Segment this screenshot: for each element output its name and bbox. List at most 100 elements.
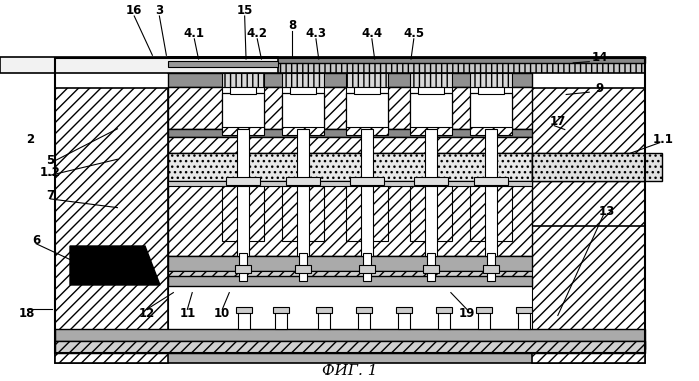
Bar [168, 256, 532, 271]
Text: 4.5: 4.5 [403, 27, 424, 40]
Bar [483, 265, 499, 273]
Bar [0, 57, 278, 73]
Bar [470, 127, 512, 135]
Bar [168, 276, 532, 286]
Bar [532, 153, 645, 181]
Bar [346, 186, 388, 241]
Text: 8: 8 [288, 19, 296, 32]
Bar [518, 311, 530, 329]
Bar [237, 186, 249, 256]
Bar [425, 186, 437, 256]
Bar [226, 177, 260, 185]
Bar [168, 73, 532, 87]
Text: 9: 9 [596, 82, 604, 95]
Bar [423, 265, 439, 273]
Text: 16: 16 [126, 4, 143, 17]
Bar [532, 163, 645, 226]
Bar [410, 93, 452, 129]
Bar [273, 307, 289, 313]
Bar [346, 93, 388, 129]
Bar [168, 181, 532, 256]
Bar [363, 253, 371, 281]
Text: 14: 14 [591, 51, 608, 64]
Text: 4.1: 4.1 [184, 27, 205, 40]
Bar [168, 57, 645, 63]
Bar [410, 186, 452, 241]
Bar [236, 307, 252, 313]
Bar [487, 253, 495, 281]
Bar [222, 93, 264, 129]
Text: 4.3: 4.3 [305, 27, 326, 40]
Bar [55, 349, 645, 363]
Bar [414, 177, 448, 185]
Bar [168, 271, 532, 281]
Bar [410, 73, 452, 87]
Bar [425, 129, 437, 181]
Bar [282, 87, 324, 129]
Bar [222, 186, 264, 241]
Text: 10: 10 [214, 307, 231, 320]
Bar [318, 311, 330, 329]
Bar [358, 311, 370, 329]
Bar [297, 129, 309, 181]
Bar [290, 87, 316, 94]
Bar [297, 186, 309, 256]
Bar [316, 307, 332, 313]
Bar [282, 127, 324, 135]
Text: 4.2: 4.2 [247, 27, 268, 40]
Bar [299, 253, 307, 281]
Bar [470, 87, 512, 129]
Bar [438, 311, 450, 329]
Text: 4.4: 4.4 [361, 27, 382, 40]
Bar [346, 127, 388, 135]
Bar [168, 137, 532, 153]
Bar [282, 186, 324, 241]
Bar [361, 186, 373, 256]
Bar [350, 177, 384, 185]
Text: 5: 5 [46, 154, 55, 166]
Bar [55, 329, 645, 341]
Bar [532, 88, 645, 163]
Bar [532, 163, 645, 363]
Bar [478, 87, 504, 94]
Text: 1.2: 1.2 [40, 166, 61, 179]
Text: 3: 3 [155, 4, 164, 17]
Text: 12: 12 [138, 307, 155, 320]
Text: 11: 11 [179, 307, 196, 320]
Bar [346, 87, 388, 129]
Text: 2: 2 [26, 133, 34, 146]
Bar [168, 57, 645, 73]
Bar [354, 87, 380, 94]
Bar [275, 311, 287, 329]
Bar [55, 341, 645, 349]
Bar [470, 73, 512, 87]
Bar [356, 307, 372, 313]
Text: 18: 18 [18, 307, 35, 320]
Bar [418, 87, 444, 94]
Text: 15: 15 [236, 4, 253, 17]
Bar [346, 73, 388, 87]
Bar [230, 87, 256, 94]
Bar [168, 129, 532, 137]
Polygon shape [70, 246, 160, 285]
Bar [235, 265, 251, 273]
Text: ФИГ. 1: ФИГ. 1 [322, 364, 377, 378]
Bar [222, 127, 264, 135]
Bar [238, 311, 250, 329]
Text: 1.1: 1.1 [652, 133, 673, 146]
Bar [485, 186, 497, 256]
Bar [436, 307, 452, 313]
Bar [239, 253, 247, 281]
Bar [516, 307, 532, 313]
Bar [470, 93, 512, 129]
Bar [361, 129, 373, 181]
Bar [55, 88, 168, 363]
Bar [410, 87, 452, 129]
Bar [237, 129, 249, 181]
Bar [474, 177, 508, 185]
Bar [427, 253, 435, 281]
Bar [222, 87, 264, 129]
Bar [410, 127, 452, 135]
Bar [168, 61, 278, 67]
Bar [470, 186, 512, 241]
